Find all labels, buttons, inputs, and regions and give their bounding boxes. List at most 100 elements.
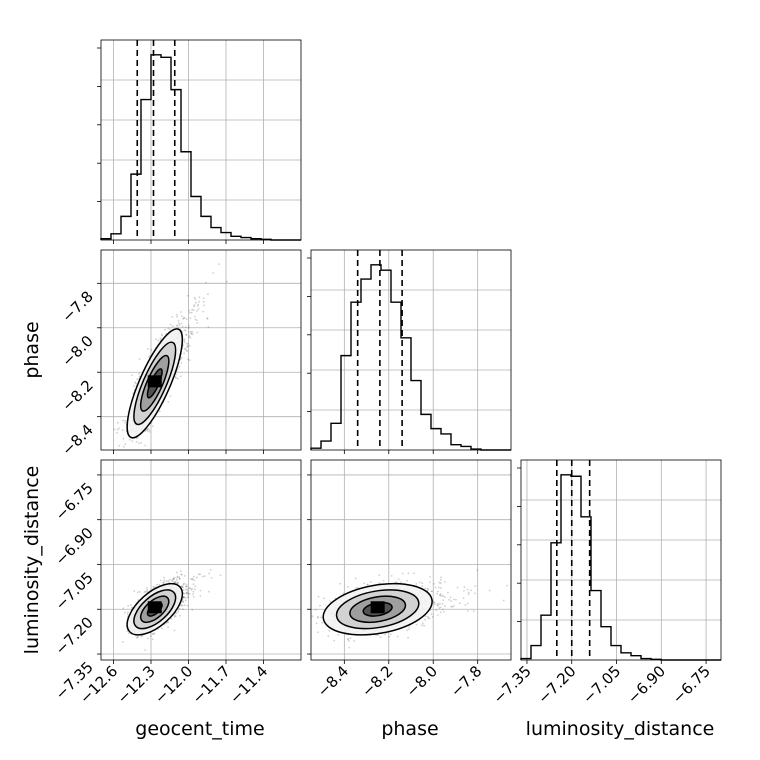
histogram-panel-phase xyxy=(307,249,512,454)
scatter-point xyxy=(148,430,151,433)
scatter-point xyxy=(185,318,188,320)
scatter-point xyxy=(138,442,140,445)
scatter-point xyxy=(162,581,165,584)
joint-panel-geocent-time-vs-luminosity-distance: −12.6−12.3−12.0−11.7−11.4−7.35−7.20−7.05… xyxy=(52,459,302,707)
scatter-point xyxy=(184,588,187,591)
scatter-point xyxy=(175,313,178,316)
scatter-point xyxy=(131,374,133,377)
scatter-point xyxy=(177,377,179,380)
panels-group: −7.35 −7.20 −7.05 −6.90 −6.75−8.4−8.2−8.0−7.… xyxy=(52,39,722,707)
scatter-point xyxy=(194,298,197,301)
histogram-step xyxy=(310,264,511,451)
scatter-point xyxy=(190,330,193,333)
scatter-point xyxy=(187,324,190,327)
scatter-point xyxy=(186,343,188,345)
x-tick-label: −7.20 xyxy=(534,662,579,707)
scatter-point xyxy=(191,587,194,590)
scatter-point xyxy=(165,580,168,583)
scatter-point xyxy=(146,429,148,431)
grid-lines xyxy=(526,460,707,660)
scatter-point xyxy=(148,429,151,431)
density-peak xyxy=(147,375,162,388)
scatter-point xyxy=(183,575,186,577)
scatter-point xyxy=(161,333,163,336)
scatter-point xyxy=(171,325,174,328)
scatter-point xyxy=(135,637,138,639)
scatter-point xyxy=(121,429,124,432)
scatter-point xyxy=(218,263,221,265)
scatter-point xyxy=(207,326,210,328)
scatter-point xyxy=(124,419,127,422)
scatter-point xyxy=(208,572,211,575)
scatter-point xyxy=(181,356,183,359)
scatter-point xyxy=(180,362,183,364)
scatter-point xyxy=(136,591,139,594)
scatter-point xyxy=(196,309,198,312)
scatter-point xyxy=(175,325,178,327)
scatter-point xyxy=(183,592,186,595)
scatter-point xyxy=(185,349,188,352)
scatter-point xyxy=(167,580,170,582)
scatter-point xyxy=(180,573,183,576)
scatter-point xyxy=(127,605,130,607)
scatter-point xyxy=(116,428,119,431)
scatter-point xyxy=(197,303,200,306)
scatter-point xyxy=(184,330,187,332)
scatter-point xyxy=(138,372,140,375)
scatter-point xyxy=(176,582,179,584)
scatter-point xyxy=(146,430,149,432)
scatter-point xyxy=(188,592,191,595)
scatter-point xyxy=(131,440,134,442)
scatter-point xyxy=(146,348,149,350)
scatter-point xyxy=(193,315,196,318)
scatter-point xyxy=(203,575,206,577)
scatter-point xyxy=(192,593,195,596)
scatter-point xyxy=(140,441,143,444)
scatter-point xyxy=(188,309,191,312)
histogram-step xyxy=(520,474,721,661)
scatter-point xyxy=(198,296,201,299)
scatter-point xyxy=(188,331,190,333)
scatter-point xyxy=(129,604,132,607)
scatter-point xyxy=(191,308,193,311)
scatter-point xyxy=(116,432,118,434)
scatter-point xyxy=(189,311,191,314)
scatter-point xyxy=(156,583,159,586)
scatter-point xyxy=(195,319,198,322)
scatter-point xyxy=(186,342,189,345)
scatter-point xyxy=(188,335,191,337)
scatter-point xyxy=(202,297,205,300)
x-tick-label: −6.90 xyxy=(624,662,669,707)
scatter-point xyxy=(179,311,182,313)
scatter-point xyxy=(175,578,178,581)
scatter-point xyxy=(189,587,192,589)
scatter-point xyxy=(144,444,147,447)
scatter-point xyxy=(190,332,192,335)
scatter-point xyxy=(124,421,127,424)
scatter-point xyxy=(152,585,155,588)
scatter-point xyxy=(184,348,187,351)
scatter-point xyxy=(136,437,139,439)
scatter-point xyxy=(196,322,199,324)
scatter-point xyxy=(204,281,207,284)
scatter-point xyxy=(185,585,188,588)
scatter-point xyxy=(146,637,149,640)
scatter-point xyxy=(169,323,172,326)
scatter-point xyxy=(151,638,154,641)
scatter-point xyxy=(226,280,228,283)
scatter-point xyxy=(206,317,209,320)
scatter-point xyxy=(182,596,185,599)
axes-frame xyxy=(100,39,302,241)
scatter-point xyxy=(155,338,157,341)
x-tick-label: −7.35 xyxy=(490,662,535,707)
scatter-point xyxy=(178,365,181,368)
scatter-point xyxy=(196,331,199,334)
scatter-point xyxy=(118,427,120,430)
scatter-point xyxy=(151,425,154,427)
scatter-point xyxy=(180,604,183,607)
x-tick-label: −7.05 xyxy=(579,662,624,707)
scatter-point xyxy=(143,591,146,594)
scatter-point xyxy=(197,308,200,310)
scatter-point xyxy=(173,615,176,618)
